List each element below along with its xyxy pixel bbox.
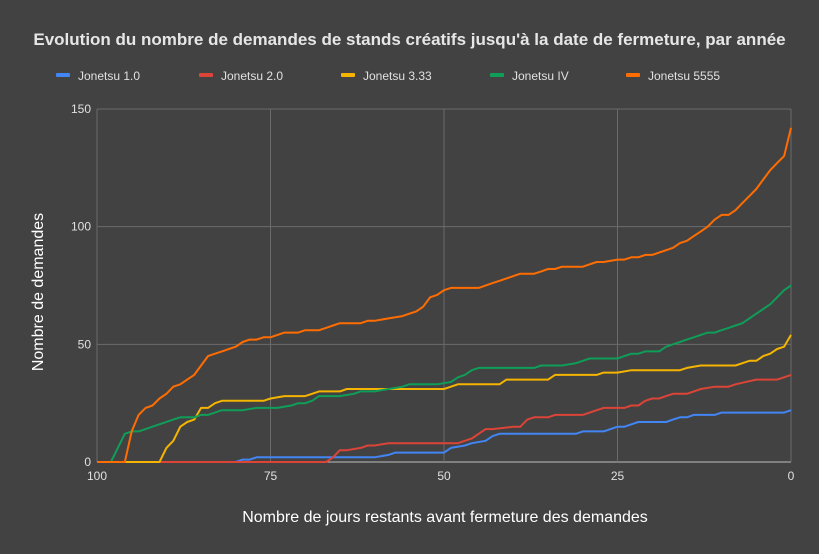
series-line-jonetsu-5555 <box>97 127 792 463</box>
legend-label: Jonetsu 1.0 <box>78 69 140 83</box>
y-tick-label: 150 <box>71 102 91 116</box>
x-tick-label: 0 <box>788 469 795 483</box>
legend-item: Jonetsu 3.33 <box>341 69 432 83</box>
legend-swatch <box>490 73 504 77</box>
x-tick-label: 75 <box>264 469 278 483</box>
legend-label: Jonetsu 2.0 <box>221 69 283 83</box>
chart-title: Evolution du nombre de demandes de stand… <box>33 30 785 49</box>
y-axis-title: Nombre de demandes <box>30 213 47 371</box>
y-tick-label: 100 <box>71 220 91 234</box>
x-axis-title: Nombre de jours restants avant fermeture… <box>242 509 648 526</box>
legend-swatch <box>341 73 355 77</box>
legend-item: Jonetsu 5555 <box>626 69 720 83</box>
legend-label: Jonetsu 3.33 <box>363 69 432 83</box>
series-line-jonetsu-3-33 <box>97 334 792 463</box>
legend-item: Jonetsu 1.0 <box>56 69 140 83</box>
legend-swatch <box>199 73 213 77</box>
x-tick-label: 25 <box>611 469 625 483</box>
legend-item: Jonetsu 2.0 <box>199 69 283 83</box>
tick-labels: 0 50 100 150 100 75 50 25 0 <box>71 102 795 483</box>
legend-swatch <box>626 73 640 77</box>
legend-swatch <box>56 73 70 77</box>
legend: Jonetsu 1.0 Jonetsu 2.0 Jonetsu 3.33 Jonets… <box>56 69 720 83</box>
series-lines <box>97 127 792 463</box>
grid <box>96 108 792 463</box>
legend-label: Jonetsu IV <box>512 69 569 83</box>
y-tick-label: 50 <box>78 337 92 351</box>
legend-label: Jonetsu 5555 <box>648 69 720 83</box>
x-tick-label: 50 <box>437 469 451 483</box>
x-tick-label: 100 <box>87 469 107 483</box>
series-line-jonetsu-2-0 <box>97 373 792 463</box>
legend-item: Jonetsu IV <box>490 69 569 83</box>
y-tick-label: 0 <box>84 455 91 469</box>
series-line-jonetsu-iv <box>97 284 792 463</box>
series-line-jonetsu-1-0 <box>97 409 792 463</box>
